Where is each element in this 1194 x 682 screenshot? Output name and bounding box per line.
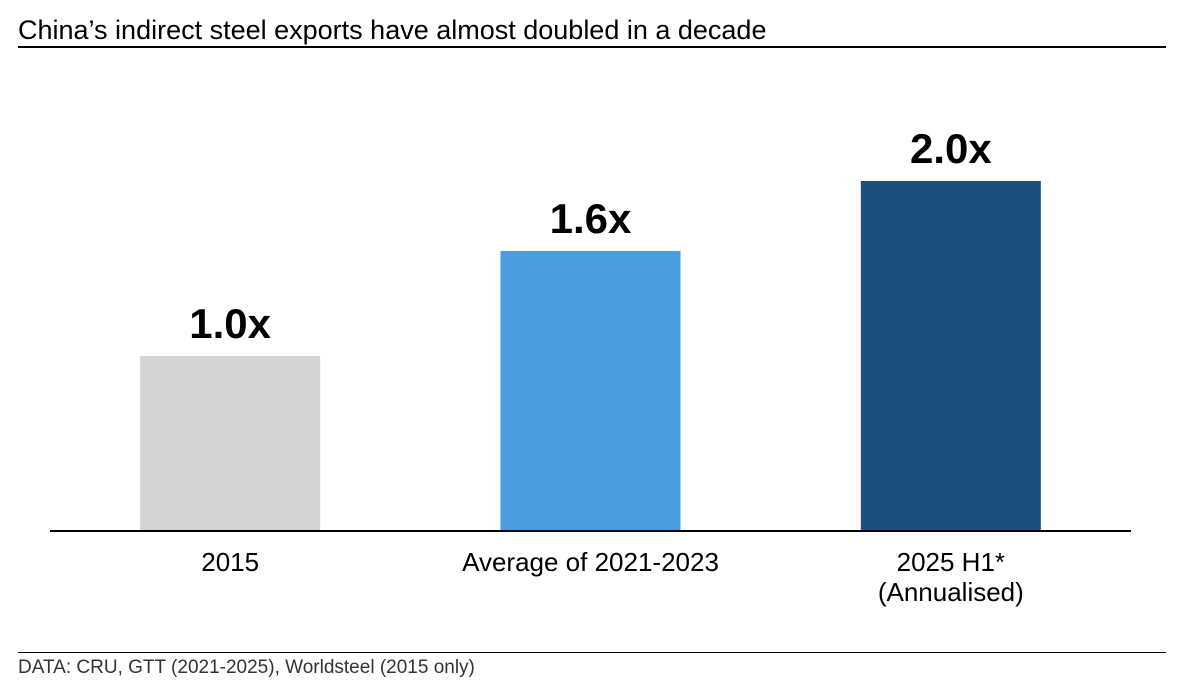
footer-divider <box>18 652 1166 653</box>
chart-title: China’s indirect steel exports have almo… <box>18 15 767 45</box>
labels-layer: 1.0x 2015 1.6x Average of 2021-2023 2.0x 2025… <box>189 125 1024 607</box>
source-note: DATA: CRU, GTT (2021-2025), Worldsteel (… <box>18 657 475 678</box>
bars-layer <box>140 181 1041 531</box>
category-label-3-line-2: (Annualised) <box>878 577 1024 607</box>
bar-2 <box>500 251 681 531</box>
data-label-1: 1.0x <box>189 300 271 347</box>
data-label-2: 1.6x <box>550 195 632 242</box>
category-label-1: 2015 <box>201 547 259 577</box>
category-label-3-line-1: 2025 H1* <box>897 547 1005 577</box>
bar-1 <box>140 356 321 531</box>
bar-chart: 1.0x 2015 1.6x Average of 2021-2023 2.0x 2025… <box>50 125 1131 607</box>
category-label-2: Average of 2021-2023 <box>462 547 719 577</box>
data-label-3: 2.0x <box>910 125 992 172</box>
title-divider <box>18 46 1166 48</box>
bar-3 <box>860 181 1041 531</box>
